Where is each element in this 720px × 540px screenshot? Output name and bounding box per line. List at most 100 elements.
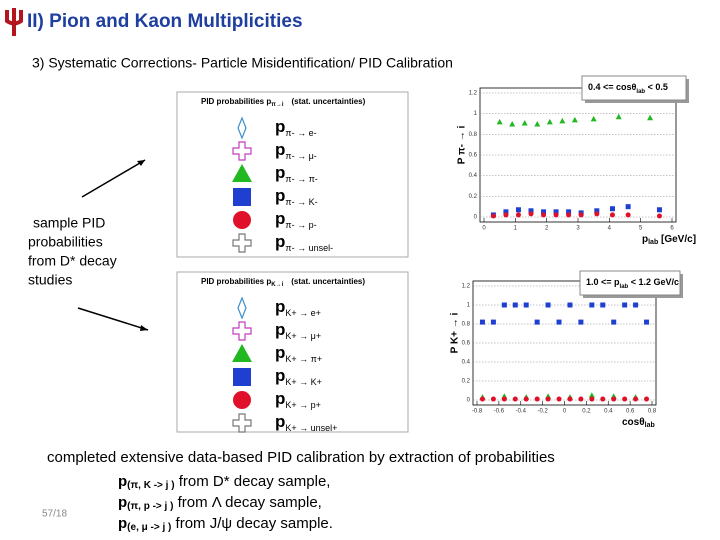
data-point	[515, 207, 521, 213]
data-point	[503, 209, 509, 215]
data-point	[589, 302, 595, 308]
legend-icon	[233, 211, 251, 229]
text-part: π- → unsel-	[285, 243, 333, 253]
x-tick-label: 4	[608, 226, 612, 232]
x-tick-label: 0.6	[626, 409, 635, 415]
footer-line: p(π, K -> j ) from D* decay sample,	[118, 473, 330, 491]
text-part: (stat. uncertainties)	[291, 277, 365, 286]
logo	[5, 8, 23, 36]
data-point	[479, 319, 485, 325]
text-part: p	[275, 117, 285, 136]
data-point	[656, 213, 662, 219]
text-part: π- → π-	[285, 174, 317, 184]
data-point	[512, 396, 518, 402]
data-point	[615, 113, 622, 120]
data-point	[594, 211, 600, 217]
data-point	[534, 319, 540, 325]
text-part: p	[275, 320, 285, 339]
text-part: lab	[620, 284, 629, 290]
text-part: < 1.2 GeV/c	[628, 277, 679, 287]
text-part: p	[275, 232, 285, 251]
data-point	[534, 121, 541, 127]
x-tick-label: -0.8	[472, 409, 483, 415]
data-point	[633, 302, 639, 308]
text-part: from D* decay sample,	[175, 473, 331, 490]
arrow	[81, 159, 146, 198]
data-point	[566, 209, 572, 215]
text-part: (stat. uncertainties)	[292, 97, 366, 106]
arrow-head	[137, 160, 145, 166]
data-point	[633, 396, 639, 402]
legend-box	[176, 271, 409, 433]
y-tick-label: 1	[467, 303, 471, 309]
data-point	[625, 212, 631, 218]
data-point	[479, 396, 485, 402]
text-part: cosθ	[622, 417, 645, 428]
side-note-line: from D* decay	[28, 253, 117, 269]
legend-box	[176, 91, 409, 258]
data-point	[567, 302, 573, 308]
y-tick-label: 0.8	[469, 132, 478, 138]
legend-entry: pπ- → p-	[275, 209, 317, 230]
range-label: 1.0 <= plab < 1.2 GeV/c	[586, 277, 679, 289]
data-point	[528, 208, 534, 214]
text-part: p	[118, 515, 127, 532]
x-tick-label: 0.8	[648, 409, 657, 415]
plot-frame	[479, 87, 677, 223]
legend-entry: pK+ → p+	[275, 389, 321, 410]
text-part: (π, p -> j )	[127, 501, 173, 512]
legend-entry: pK+ → e+	[275, 297, 321, 318]
range-box	[581, 75, 687, 101]
y-tick-label: 0.6	[462, 341, 471, 347]
text-part: π- → p-	[285, 220, 316, 230]
data-point	[571, 116, 578, 123]
data-point	[501, 302, 507, 308]
y-axis-label: P π- → i	[457, 125, 468, 164]
legend-icon	[232, 321, 252, 341]
data-point	[600, 302, 606, 308]
data-point	[644, 396, 650, 402]
legend-entry: pπ- → μ-	[275, 140, 317, 161]
text-part: K+ → unsel+	[285, 423, 337, 433]
legend-entry: pK+ → μ+	[275, 320, 321, 341]
arrow-head	[140, 325, 148, 331]
text-part: p	[118, 494, 127, 511]
text-part: < 0.5	[645, 82, 668, 92]
legend-title: PID probabilities pπ→i (stat. uncertainti…	[201, 97, 366, 107]
x-tick-label: 1	[514, 226, 518, 232]
data-point	[501, 396, 507, 402]
legend-entry: pπ- → e-	[275, 117, 317, 138]
x-axis-label: cosθlab	[622, 417, 655, 429]
data-point	[594, 208, 600, 214]
text-part: π→i	[271, 102, 284, 108]
legend-icon	[237, 296, 247, 320]
x-tick-label: 6	[670, 226, 674, 232]
data-point	[553, 209, 559, 215]
legend-entry: pK+ → π+	[275, 343, 322, 364]
text-part: p	[275, 140, 285, 159]
data-point	[588, 392, 595, 398]
data-point	[578, 396, 584, 402]
plot: 0 0.2 0.4 0.6 0.8 1 1.2 -0.8 -0.6 -0.4 -0.2 0 0.2 0.4…	[450, 270, 683, 429]
data-point	[611, 396, 617, 402]
x-tick-label: 0.4	[604, 409, 613, 415]
text-part: from J/ψ decay sample.	[171, 515, 333, 532]
legend-icon	[233, 368, 251, 386]
slide-title: II) Pion and Kaon Multiplicities	[27, 11, 303, 32]
data-point	[490, 396, 496, 402]
text-part: 0.4 <= cosθ	[588, 82, 637, 92]
text-part: K+ → K+	[285, 377, 322, 387]
data-point	[509, 121, 516, 127]
text-part: p	[275, 389, 285, 408]
arrow	[77, 307, 149, 331]
legend-icon	[232, 141, 252, 161]
text-part: (e, μ -> j )	[127, 522, 171, 533]
y-axis-label: P K+ → i	[450, 312, 461, 353]
text-part: lab	[648, 239, 658, 246]
data-point	[496, 118, 503, 125]
data-point	[625, 204, 631, 210]
footer-line: p(e, μ -> j ) from J/ψ decay sample.	[118, 515, 333, 533]
text-part: (π, K -> j )	[127, 480, 174, 491]
